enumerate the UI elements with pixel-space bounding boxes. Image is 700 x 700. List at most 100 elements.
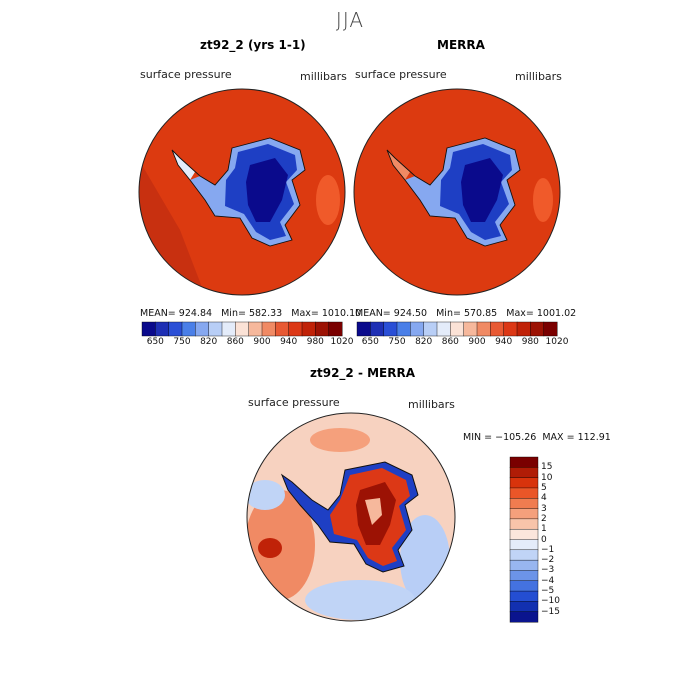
- colorbar-tick-label: 1020: [545, 337, 569, 347]
- colorbar-tick-label: 2: [541, 513, 547, 524]
- colorbar-tick-label: −5: [541, 586, 555, 597]
- colorbar-swatch: [181, 321, 196, 337]
- colorbar-tick-label: 0: [541, 534, 547, 545]
- colorbar-swatch: [509, 508, 539, 520]
- colorbar-swatch: [509, 477, 539, 489]
- colorbar-swatch: [221, 321, 236, 337]
- diff-variable-label: surface pressure: [248, 396, 340, 409]
- colorbar-swatch: [463, 321, 478, 337]
- colorbar-swatch: [509, 559, 539, 571]
- model-colorbar: [141, 321, 343, 337]
- colorbar-swatch: [450, 321, 465, 337]
- diff-max: 112.91: [577, 432, 611, 443]
- model-mean: 924.84: [178, 308, 213, 319]
- colorbar-swatch: [301, 321, 316, 337]
- colorbar-swatch: [261, 321, 276, 337]
- obs-max: 1001.02: [536, 308, 577, 319]
- colorbar-tick-label: 820: [415, 337, 433, 347]
- colorbar-tick-label: 1: [541, 524, 547, 535]
- colorbar-tick-label: 650: [361, 337, 379, 347]
- colorbar-tick-label: 5: [541, 482, 547, 493]
- colorbar-tick-label: 980: [521, 337, 539, 347]
- colorbar-swatch: [509, 456, 539, 468]
- colorbar-swatch: [509, 498, 539, 510]
- colorbar-tick-label: −1: [541, 544, 555, 555]
- colorbar-tick-label: 10: [541, 472, 553, 483]
- colorbar-tick-label: 750: [388, 337, 406, 347]
- obs-map-fill: [354, 89, 560, 295]
- colorbar-swatch: [530, 321, 545, 337]
- diff-stats: MIN = −105.26 MAX = 112.91: [463, 432, 611, 443]
- colorbar-swatch: [509, 601, 539, 613]
- colorbar-tick-label: −2: [541, 555, 555, 566]
- colorbar-swatch: [275, 321, 290, 337]
- obs-stats: MEAN= 924.50 Min= 570.85 Max= 1001.02: [355, 308, 577, 319]
- obs-colorbar: [356, 321, 558, 337]
- colorbar-swatch: [356, 321, 371, 337]
- colorbar-tick-label: 15: [541, 462, 553, 473]
- colorbar-swatch: [490, 321, 505, 337]
- colorbar-tick-label: 4: [541, 493, 547, 504]
- model-panel-title: zt92_2 (yrs 1-1): [200, 38, 306, 52]
- colorbar-tick-label: 3: [541, 503, 547, 514]
- colorbar-swatch: [315, 321, 330, 337]
- colorbar-swatch: [396, 321, 411, 337]
- obs-colorbar-ticks: 650 750 820 860 900 940 980 1020: [357, 337, 569, 349]
- colorbar-swatch: [509, 611, 539, 623]
- colorbar-swatch: [509, 580, 539, 592]
- colorbar-swatch: [509, 528, 539, 541]
- diff-colorbar-ticks: 15 10 5 4 3 2 1 0 −1 −2 −3 −4 −5 −10 −15: [541, 457, 581, 622]
- colorbar-swatch: [509, 549, 539, 561]
- colorbar-swatch: [168, 321, 183, 337]
- colorbar-swatch: [141, 321, 156, 337]
- obs-units-label: millibars: [515, 70, 562, 83]
- colorbar-swatch: [509, 487, 539, 499]
- model-stats: MEAN= 924.84 Min= 582.33 Max= 1010.10: [140, 308, 362, 319]
- colorbar-swatch: [509, 570, 539, 582]
- obs-variable-label: surface pressure: [355, 68, 447, 81]
- colorbar-swatch: [509, 590, 539, 602]
- model-variable-label: surface pressure: [140, 68, 232, 81]
- diff-colorbar: [509, 456, 539, 623]
- colorbar-swatch: [516, 321, 531, 337]
- colorbar-tick-label: −4: [541, 575, 555, 586]
- colorbar-swatch: [370, 321, 385, 337]
- colorbar-swatch: [248, 321, 263, 337]
- colorbar-tick-label: −3: [541, 565, 555, 576]
- colorbar-tick-label: 820: [200, 337, 218, 347]
- colorbar-swatch: [543, 321, 558, 337]
- colorbar-tick-label: 980: [306, 337, 324, 347]
- colorbar-swatch: [410, 321, 425, 337]
- colorbar-swatch: [235, 321, 250, 337]
- model-min: 582.33: [248, 308, 283, 319]
- colorbar-swatch: [509, 539, 539, 551]
- model-map-fill: [139, 89, 345, 295]
- season-title: JJA: [335, 8, 365, 32]
- colorbar-swatch: [195, 321, 210, 337]
- model-units-label: millibars: [300, 70, 347, 83]
- colorbar-tick-label: 940: [495, 337, 513, 347]
- colorbar-swatch: [503, 321, 518, 337]
- colorbar-swatch: [383, 321, 398, 337]
- colorbar-swatch: [476, 321, 491, 337]
- colorbar-swatch: [423, 321, 438, 337]
- obs-panel-title: MERRA: [437, 38, 485, 52]
- diff-panel-title: zt92_2 - MERRA: [310, 366, 416, 380]
- model-max: 1010.10: [321, 308, 362, 319]
- colorbar-tick-label: 900: [253, 337, 271, 347]
- colorbar-tick-label: 860: [441, 337, 459, 347]
- colorbar-swatch: [328, 321, 343, 337]
- colorbar-tick-label: −10: [541, 596, 560, 607]
- colorbar-swatch: [288, 321, 303, 337]
- diff-min: −105.26: [495, 432, 537, 443]
- colorbar-tick-label: 940: [280, 337, 298, 347]
- obs-mean: 924.50: [393, 308, 428, 319]
- colorbar-tick-label: 860: [226, 337, 244, 347]
- colorbar-swatch: [436, 321, 451, 337]
- colorbar-swatch: [509, 518, 539, 530]
- colorbar-swatch: [208, 321, 223, 337]
- colorbar-tick-label: 650: [146, 337, 164, 347]
- colorbar-swatch: [509, 467, 539, 479]
- obs-min: 570.85: [463, 308, 498, 319]
